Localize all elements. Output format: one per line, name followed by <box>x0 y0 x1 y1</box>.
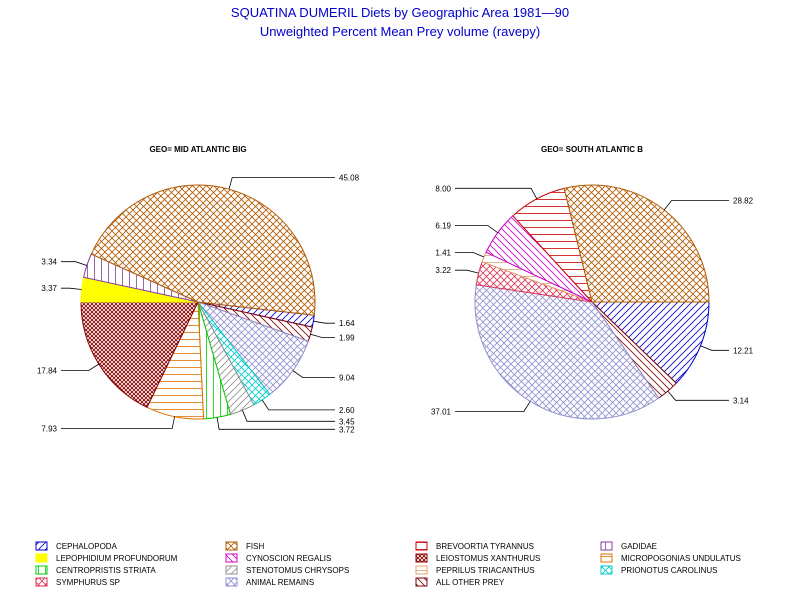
legend-label: LEPOPHIDIUM PROFUNDORUM <box>56 554 178 563</box>
legend-item-fish: FISH <box>225 541 264 551</box>
legend-label: STENOTOMUS CHRYSOPS <box>246 566 349 575</box>
legend-label: MICROPOGONIAS UNDULATUS <box>621 554 741 563</box>
leader-line <box>228 177 335 190</box>
data-label: 1.99 <box>339 334 355 343</box>
legend-swatch <box>415 577 428 587</box>
leader-line <box>61 363 100 371</box>
data-label: 7.93 <box>41 424 57 433</box>
legend-label: FISH <box>246 542 264 551</box>
pie-mid-atlantic: 1.64 1.99 9.04 2.60 3.453.72 7.93 17.84 3.37 3.3… <box>37 174 360 435</box>
data-label: 3.14 <box>733 396 749 405</box>
leader-line <box>216 417 335 430</box>
pie-slice-fish <box>90 184 316 316</box>
pie-slice-leiostomus-xanthurus <box>80 301 199 408</box>
legend-item-cephalopoda: CEPHALOPODA <box>35 541 118 551</box>
panel-label-mid-atlantic: GEO= MID ATLANTIC BIG <box>149 145 246 154</box>
data-label: 3.22 <box>435 266 451 275</box>
legend-item-stenotomus-chrysops: STENOTOMUS CHRYSOPS <box>225 565 349 575</box>
legend-label: SYMPHURUS SP <box>56 578 120 587</box>
data-label: 3.37 <box>41 284 57 293</box>
legend-label: PRIONOTUS CAROLINUS <box>621 566 717 575</box>
legend-swatch <box>35 553 48 563</box>
leader-line <box>61 287 82 290</box>
legend-label: CYNOSCION REGALIS <box>246 554 331 563</box>
legend-swatch <box>600 565 613 575</box>
legend-label: ALL OTHER PREY <box>436 578 505 587</box>
leader-line <box>663 200 729 211</box>
legend-label: PEPRILUS TRIACANTHUS <box>436 566 535 575</box>
legend-label: LEIOSTOMUS XANTHURUS <box>436 554 540 563</box>
legend-label: GADIDAE <box>621 542 657 551</box>
data-label: 3.34 <box>41 258 57 267</box>
leader-line <box>61 416 175 429</box>
leader-line <box>455 269 479 274</box>
data-label: 1.41 <box>435 248 451 257</box>
data-label: 6.19 <box>435 222 451 231</box>
data-label: 3.45 <box>339 417 355 426</box>
legend-swatch <box>225 541 238 551</box>
legend-item-all-other-prey: ALL OTHER PREY <box>415 577 505 587</box>
legend-label: CENTROPRISTIS STRIATA <box>56 566 156 575</box>
legend-item-animal-remains: ANIMAL REMAINS <box>225 577 314 587</box>
chart-title: SQUATINA DUMERIL Diets by Geographic Are… <box>231 5 569 20</box>
panel-label-south-atlantic: GEO= SOUTH ATLANTIC B <box>541 145 643 154</box>
legend-swatch <box>225 553 238 563</box>
leader-line <box>292 370 335 378</box>
leader-line <box>313 320 335 324</box>
leader-line <box>455 251 485 258</box>
leader-line <box>310 333 335 338</box>
leader-line <box>261 399 335 411</box>
legend-item-centropristis-striata: CENTROPRISTIS STRIATA <box>35 565 156 575</box>
leader-line <box>455 225 498 234</box>
data-label: 8.00 <box>435 184 451 193</box>
pie-south-atlantic: 12.21 3.14 37.01 3.22 1.41 6.19 8.00 28.82 <box>431 184 754 420</box>
chart-subtitle: Unweighted Percent Mean Prey volume (rav… <box>260 24 540 39</box>
legend-swatch <box>600 541 613 551</box>
legend-label: BREVOORTIA TYRANNUS <box>436 542 534 551</box>
legend-swatch <box>415 553 428 563</box>
leader-line <box>455 401 531 412</box>
legend: CEPHALOPODA FISH BREVOORTIA TYRANNUS GADIDA… <box>35 541 741 587</box>
legend-swatch <box>225 565 238 575</box>
legend-item-peprilus-triacanthus: PEPRILUS TRIACANTHUS <box>415 565 535 575</box>
legend-item-brevoortia-tyrannus: BREVOORTIA TYRANNUS <box>415 541 534 551</box>
legend-swatch <box>600 553 613 563</box>
legend-label: CEPHALOPODA <box>56 542 118 551</box>
legend-swatch <box>35 541 48 551</box>
leader-line <box>455 187 538 199</box>
data-label: 28.82 <box>733 197 754 206</box>
data-label: 9.04 <box>339 374 355 383</box>
legend-item-symphurus-sp: SYMPHURUS SP <box>35 577 120 587</box>
data-label: 12.21 <box>733 346 754 355</box>
legend-swatch <box>225 577 238 587</box>
legend-swatch <box>35 565 48 575</box>
data-label: 2.60 <box>339 406 355 415</box>
pie-slice-animal-remains <box>474 284 660 420</box>
data-label: 37.01 <box>431 408 452 417</box>
legend-swatch <box>415 565 428 575</box>
data-label: 1.64 <box>339 319 355 328</box>
legend-swatch <box>415 541 428 551</box>
leader-line <box>61 261 88 266</box>
legend-item-leiostomus-xanthurus: LEIOSTOMUS XANTHURUS <box>415 553 540 563</box>
leader-line <box>667 390 729 401</box>
legend-item-cynoscion-regalis: CYNOSCION REGALIS <box>225 553 331 563</box>
legend-item-prionotus-carolinus: PRIONOTUS CAROLINUS <box>600 565 717 575</box>
leader-line <box>700 345 729 351</box>
leader-line <box>242 410 335 422</box>
legend-label: ANIMAL REMAINS <box>246 578 314 587</box>
data-label: 3.72 <box>339 425 355 434</box>
legend-item-lepophidium-profundorum: LEPOPHIDIUM PROFUNDORUM <box>35 553 178 563</box>
data-label: 17.84 <box>37 366 58 375</box>
legend-swatch <box>35 577 48 587</box>
data-label: 45.08 <box>339 174 360 183</box>
pie-slice-cephalopoda <box>590 301 710 384</box>
legend-item-micropogonias-undulatus: MICROPOGONIAS UNDULATUS <box>600 553 741 563</box>
legend-item-gadidae: GADIDAE <box>600 541 657 551</box>
